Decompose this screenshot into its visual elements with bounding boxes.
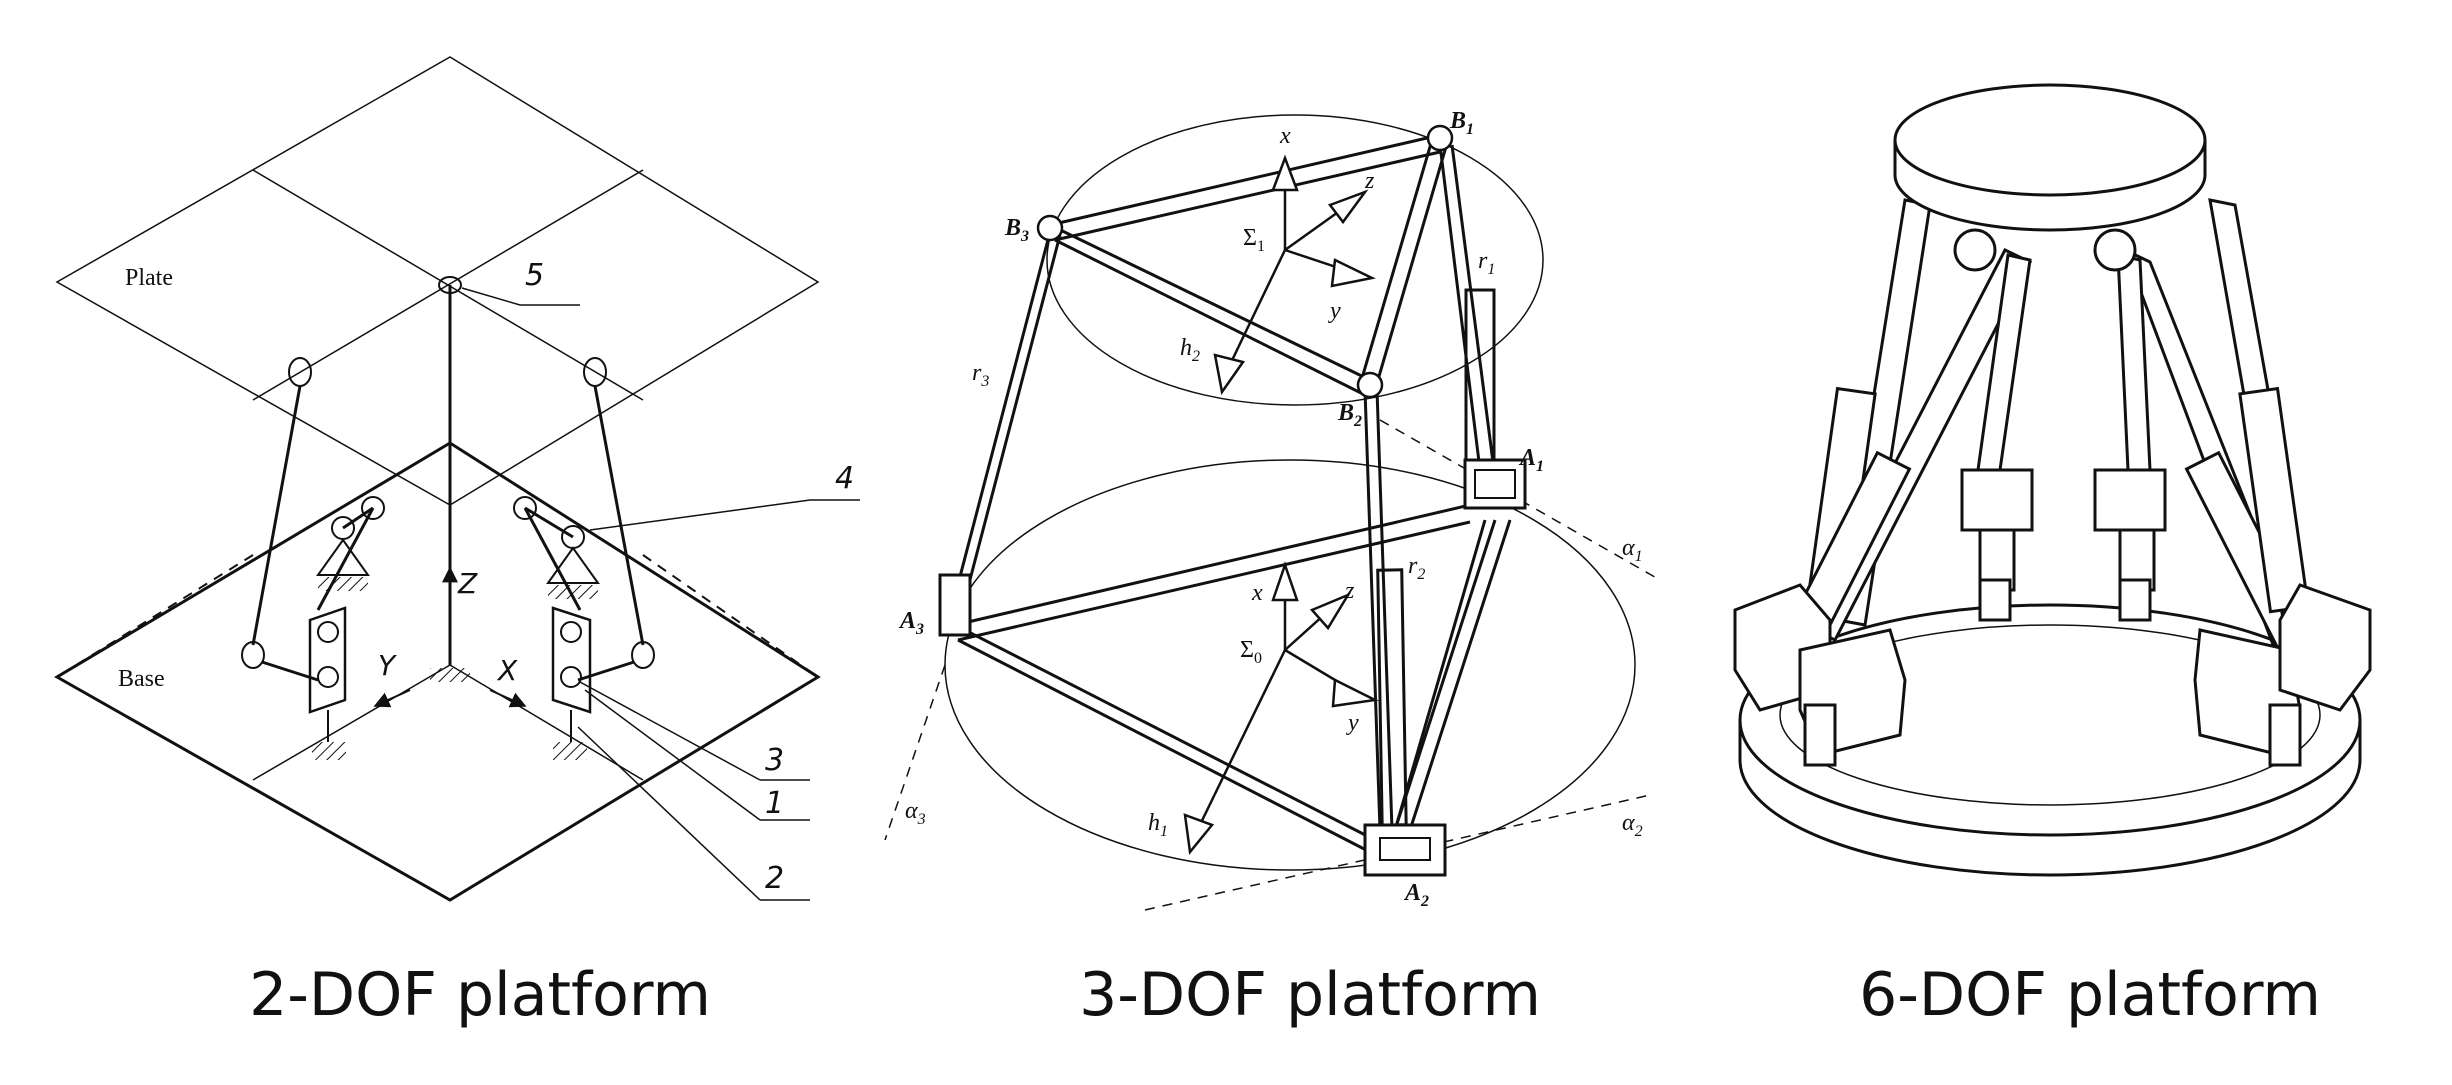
top-z-label: z <box>1364 168 1375 194</box>
label-r2: r2 <box>1408 553 1425 583</box>
ball-joint-1 <box>1953 228 1997 272</box>
callout-5: 5 <box>525 258 544 293</box>
right-leg <box>513 357 655 760</box>
callout-3: 3 <box>765 743 784 778</box>
joint-B1 <box>1426 124 1454 152</box>
left-leg <box>241 357 385 760</box>
bottom-triangle <box>954 503 1512 854</box>
label-B3: B3 <box>1004 215 1029 245</box>
dof6-illustration <box>1733 83 2372 877</box>
callout-2: 2 <box>765 861 784 896</box>
joint-B3 <box>1036 214 1064 242</box>
center-joint-right <box>2093 468 2167 532</box>
bottom-sigma-label: Σ0 <box>1240 637 1262 667</box>
joint-A3 <box>938 573 972 637</box>
top-y-label: y <box>1328 298 1341 324</box>
base-label: Base <box>118 666 165 692</box>
joint-B2 <box>1356 371 1384 399</box>
axis-z-label: Z <box>457 567 478 600</box>
top-circle <box>1046 114 1544 406</box>
bottom-y-label: y <box>1346 710 1359 736</box>
bottom-circle <box>944 459 1636 871</box>
ball-joint-2 <box>2093 228 2137 272</box>
caption-3dof: 3-DOF platform <box>1079 960 1541 1030</box>
callout-leaders <box>461 287 860 901</box>
bottom-z-label: z <box>1344 578 1355 604</box>
reference-axes <box>884 419 1661 911</box>
bottom-x-label: x <box>1251 580 1263 606</box>
label-B2: B2 <box>1337 400 1362 430</box>
label-A3: A3 <box>898 608 924 638</box>
axis-y-label: Y <box>378 649 397 682</box>
plate-label: Plate <box>125 265 173 291</box>
dof3-legs <box>948 144 1496 831</box>
top-triangle <box>1049 133 1450 397</box>
alpha-2-label: α2 <box>1622 810 1643 840</box>
label-A2: A2 <box>1403 880 1429 910</box>
bottom-h-label: h1 <box>1148 810 1168 840</box>
top-h-label: h2 <box>1180 335 1200 365</box>
top-sigma-label: Σ1 <box>1243 225 1265 255</box>
axis-x-label: X <box>496 654 518 687</box>
top-x-label: x <box>1279 123 1291 149</box>
label-r3: r3 <box>972 360 989 390</box>
alpha-3-label: α3 <box>905 798 926 828</box>
bottom-frame <box>1183 561 1380 856</box>
label-r1: r1 <box>1478 248 1495 278</box>
callout-1: 1 <box>765 786 784 821</box>
center-post-right <box>2118 518 2156 592</box>
caption-6dof: 6-DOF platform <box>1859 960 2321 1030</box>
top-frame <box>1213 154 1376 396</box>
base-plane <box>54 441 821 902</box>
y-axis-arrow <box>373 689 411 708</box>
alpha-1-label: α1 <box>1622 535 1643 565</box>
plate-joint-5 <box>438 276 462 294</box>
caption-2dof: 2-DOF platform <box>249 960 711 1030</box>
label-B1: B1 <box>1449 108 1474 138</box>
dof3-diagram <box>884 114 1661 911</box>
center-post-left <box>1978 518 2016 592</box>
dof6-legs <box>1784 198 2312 652</box>
label-A1: A1 <box>1518 445 1544 475</box>
callout-4: 4 <box>835 461 854 496</box>
joint-A2 <box>1363 823 1447 877</box>
dof3-labels: B1 B3 B2 A1 A2 A3 r1 r2 r3 x z y Σ1 h2 x… <box>898 108 1643 910</box>
outer-joints <box>1733 578 2372 767</box>
top-disk <box>1893 83 2207 232</box>
dof2-diagram <box>54 56 860 902</box>
x-axis-arrow <box>489 689 527 708</box>
center-joint-left <box>1960 468 2034 532</box>
